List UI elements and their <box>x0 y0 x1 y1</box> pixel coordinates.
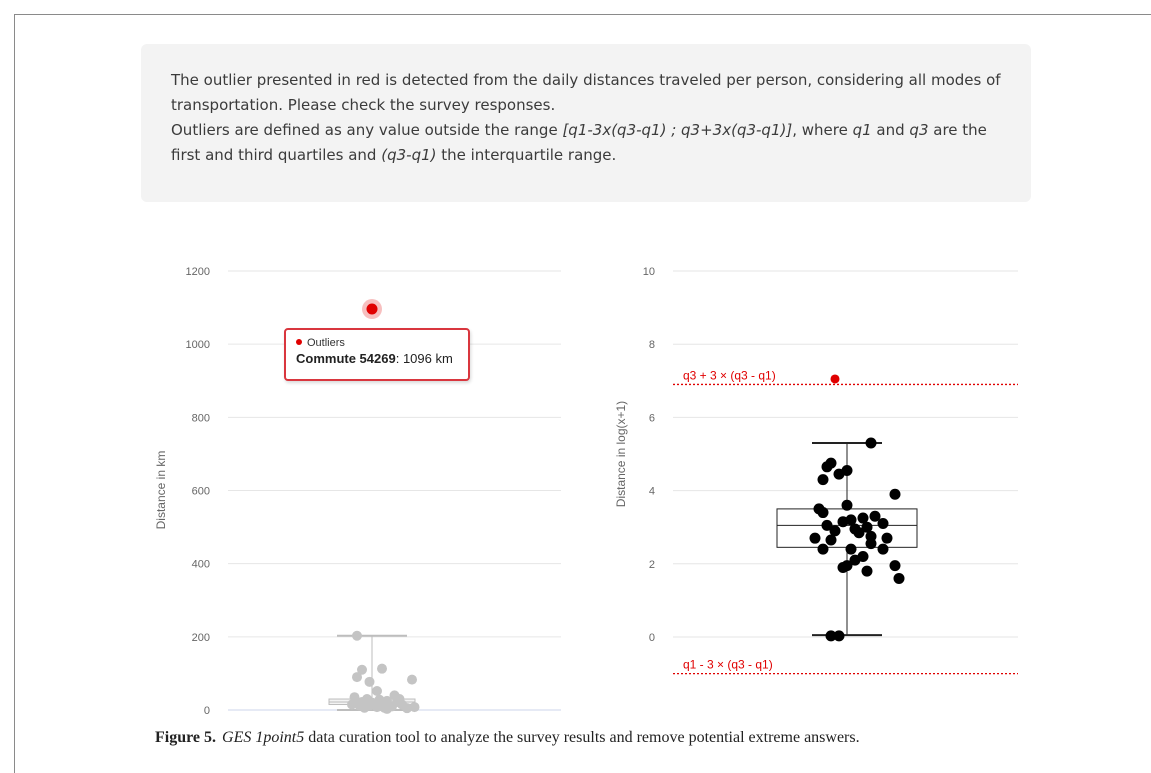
data-point <box>841 499 853 511</box>
data-point <box>352 672 362 683</box>
data-point <box>364 676 375 687</box>
y-tick-label: 8 <box>649 339 655 351</box>
y-tick-label: 600 <box>192 486 210 498</box>
data-point <box>817 543 829 555</box>
y-tick-label: 200 <box>192 632 210 644</box>
outlier-point <box>366 303 378 315</box>
notice-iqr: (q3-q1) <box>381 146 437 164</box>
y-tick-label: 2 <box>649 559 655 571</box>
data-point <box>841 560 853 572</box>
data-point <box>825 630 837 642</box>
notice-q1: q1 <box>852 121 872 139</box>
iqr-box <box>776 508 918 548</box>
data-point <box>893 572 905 584</box>
data-point <box>821 519 833 531</box>
notice-text-a: Outliers are defined as any value outsid… <box>171 121 563 139</box>
data-point <box>347 699 357 710</box>
notice-text-b: , where <box>792 121 853 139</box>
data-point <box>817 507 829 519</box>
chart-2: 0 2 4 6 8 10 Distance in log(x+1) q3 + 3 × (q3 … <box>614 266 1018 675</box>
threshold-label: q3 + 3 × (q3 - q1) <box>683 368 776 382</box>
y-tick-label: 6 <box>649 412 655 424</box>
data-point <box>407 674 417 685</box>
tooltip-series: Outliers <box>296 336 458 350</box>
data-point <box>877 518 889 530</box>
y-tick-label: 1200 <box>186 266 210 278</box>
data-point <box>357 696 367 707</box>
tooltip-point-value: : 1096 km <box>395 351 453 366</box>
data-point <box>845 543 857 555</box>
data-point <box>889 560 901 572</box>
data-point <box>379 702 390 713</box>
data-point <box>402 703 412 714</box>
data-point <box>825 534 837 546</box>
data-point <box>409 702 420 713</box>
y-tick-label: 800 <box>192 412 210 424</box>
data-point <box>881 532 893 544</box>
notice-line-1: The outlier presented in red is detected… <box>171 71 1001 114</box>
data-point <box>377 663 387 674</box>
outlier-point <box>830 374 840 384</box>
data-point <box>364 700 375 711</box>
data-point <box>857 512 869 524</box>
data-point <box>861 565 873 577</box>
data-point <box>889 488 901 500</box>
y-tick-label: 0 <box>204 705 210 717</box>
data-point <box>809 532 821 544</box>
chart-1: 0 200 400 600 800 1000 1200 Distance in km <box>154 266 561 717</box>
threshold-label: q1 - 3 × (q3 - q1) <box>683 658 773 672</box>
notice-text-e: the interquartile range. <box>436 146 617 164</box>
notice-text-c: and <box>871 121 910 139</box>
data-point <box>869 510 881 522</box>
tooltip-point-label: Commute 54269 <box>296 351 396 366</box>
y-tick-label: 0 <box>649 632 655 644</box>
data-point <box>849 554 861 566</box>
data-point <box>837 516 849 528</box>
data-point <box>865 538 877 550</box>
outlier-notice: The outlier presented in red is detected… <box>141 44 1031 202</box>
data-point <box>877 543 889 555</box>
data-point <box>821 461 833 473</box>
data-point <box>357 664 367 675</box>
notice-line-2: Outliers are defined as any value outsid… <box>171 118 1001 168</box>
y-axis-label: Distance in log(x+1) <box>614 401 628 507</box>
data-point <box>865 437 877 449</box>
notice-q3: q3 <box>909 121 929 139</box>
data-point <box>374 694 385 705</box>
caption-figure-label: Figure 5. <box>155 729 217 746</box>
y-tick-label: 4 <box>649 486 655 498</box>
figure-caption: Figure 5. GES 1point5 data curation tool … <box>155 729 860 747</box>
caption-text: data curation tool to analyze the survey… <box>304 729 860 746</box>
data-point <box>833 468 845 480</box>
data-point <box>861 521 873 533</box>
data-point <box>829 525 841 537</box>
outlier-tooltip: Outliers Commute 54269: 1096 km <box>284 328 470 381</box>
data-point <box>389 690 400 701</box>
data-point <box>352 630 362 641</box>
tooltip-series-label: Outliers <box>307 337 345 349</box>
tooltip-dot-icon <box>296 339 302 345</box>
figure-frame <box>14 14 1151 773</box>
data-point <box>817 474 829 486</box>
caption-tool-name: GES 1point5 <box>222 729 305 746</box>
notice-range: [q1-3x(q3-q1) ; q3+3x(q3-q1)] <box>562 121 793 139</box>
y-tick-label: 1000 <box>186 339 210 351</box>
y-tick-label: 10 <box>643 266 655 278</box>
data-point <box>853 527 865 539</box>
data-point <box>372 685 382 696</box>
y-tick-label: 400 <box>192 559 210 571</box>
notice-text-d: are the first and third quartiles and <box>171 121 987 164</box>
data-point <box>833 630 845 642</box>
tooltip-value: Commute 54269: 1096 km <box>296 350 458 368</box>
y-axis-label: Distance in km <box>154 451 168 530</box>
